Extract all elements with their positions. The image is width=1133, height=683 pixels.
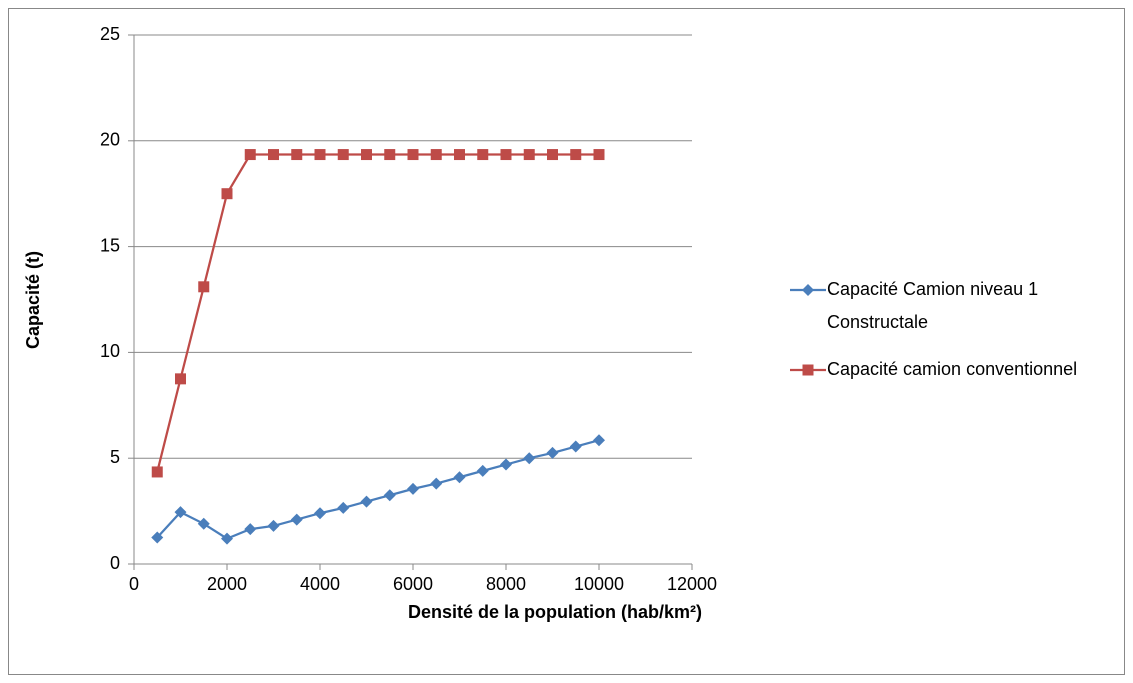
point: [267, 519, 280, 532]
point: [407, 482, 419, 495]
point: [523, 452, 536, 465]
point: [454, 149, 465, 161]
legend-marker: [802, 284, 814, 296]
y-tick-label: 5: [110, 447, 120, 467]
point: [151, 466, 163, 478]
point: [314, 507, 326, 520]
chart-border: [8, 8, 1125, 675]
y-tick-label: 20: [100, 130, 120, 150]
x-tick-label: 8000: [486, 574, 526, 594]
point: [500, 149, 512, 161]
point: [593, 434, 605, 447]
series-line: [156, 153, 599, 473]
point: [476, 464, 489, 477]
x-tick-label: 12000: [667, 574, 717, 594]
point: [314, 149, 326, 161]
x-tick-label: 4000: [300, 574, 340, 594]
point: [570, 149, 582, 161]
x-tick-label: 0: [129, 574, 139, 594]
point: [337, 149, 349, 161]
point: [198, 281, 210, 293]
point: [290, 513, 303, 526]
y-tick-label: 0: [110, 553, 120, 573]
point: [384, 149, 396, 161]
point: [430, 149, 442, 161]
x-tick-label: 10000: [574, 574, 624, 594]
point: [175, 373, 186, 385]
series-line: [156, 439, 600, 540]
point: [337, 501, 350, 514]
point: [174, 506, 187, 519]
y-axis-label: Capacité (t): [23, 251, 43, 349]
point: [221, 532, 233, 545]
point: [151, 531, 164, 544]
point: [523, 149, 535, 161]
x-axis-label: Densité de la population (hab/km²): [408, 602, 702, 622]
legend-label: Capacité camion conventionnel: [827, 359, 1078, 379]
point: [547, 149, 558, 161]
point: [244, 149, 256, 161]
point: [477, 149, 489, 161]
legend-label: Capacité Camion niveau 1 Constructale: [827, 279, 1039, 332]
y-tick-label: 15: [100, 235, 120, 255]
y-tick-label: 10: [100, 341, 120, 361]
point: [593, 149, 605, 161]
point: [244, 523, 257, 536]
point: [221, 188, 233, 200]
x-tick-label: 6000: [393, 574, 433, 594]
point: [546, 446, 559, 459]
point: [407, 149, 419, 161]
point: [500, 458, 512, 471]
point: [291, 149, 303, 161]
point: [268, 149, 279, 161]
point: [569, 440, 582, 453]
y-tick-label: 25: [100, 24, 120, 44]
point: [360, 495, 373, 508]
point: [197, 517, 210, 530]
point: [361, 149, 372, 161]
legend-marker: [802, 364, 814, 376]
x-tick-label: 2000: [207, 574, 247, 594]
point: [430, 477, 443, 490]
point: [453, 471, 466, 484]
point: [383, 489, 396, 502]
